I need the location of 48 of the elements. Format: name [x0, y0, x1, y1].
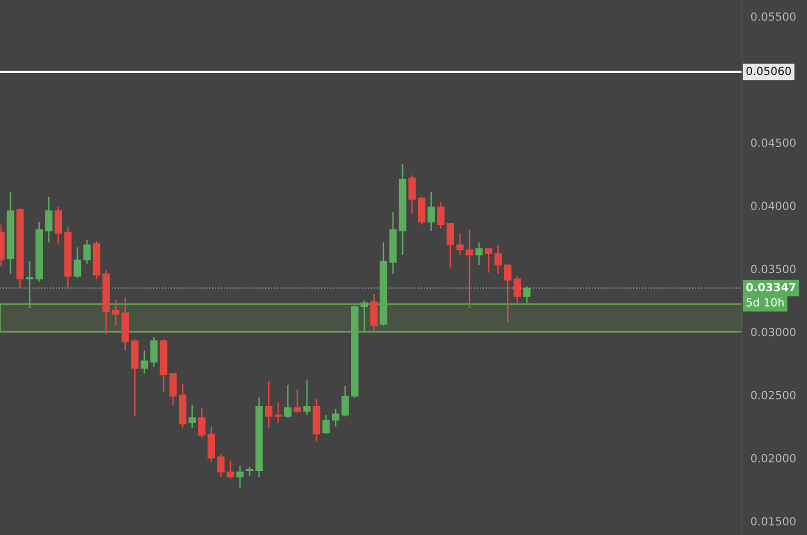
candlestick: [494, 244, 502, 275]
candlestick: [341, 385, 349, 418]
candlestick: [217, 454, 225, 478]
candlestick: [169, 372, 177, 406]
candlestick: [466, 228, 474, 309]
ref-line-label: 0.05060: [746, 66, 791, 76]
candlestick: [140, 350, 148, 374]
y-tick-label: 0.02000: [751, 454, 796, 462]
y-tick-label: 0.01500: [751, 517, 796, 526]
candlestick: [475, 242, 483, 266]
candlestick: [408, 174, 416, 214]
y-tick-label: 0.05500: [751, 12, 796, 21]
candlestick: [74, 246, 82, 278]
candlestick: [26, 260, 34, 309]
candlestick: [456, 232, 464, 256]
candlestick: [484, 248, 492, 274]
text: 5d 10h: [746, 298, 784, 307]
candlestick: [198, 406, 206, 439]
candlestick: [370, 293, 378, 333]
candlestick: [446, 222, 454, 268]
candlestick: [284, 384, 292, 418]
candlestick: [418, 196, 426, 226]
ref-line-label: 0.03347: [746, 282, 796, 292]
candlestick: [236, 464, 244, 490]
candlestick: [83, 239, 91, 264]
candlestick: [226, 460, 234, 479]
candlestick: [322, 414, 330, 435]
candlestick: [514, 276, 521, 305]
candlestick: [523, 286, 531, 304]
candlestick: [360, 300, 368, 333]
y-tick-label: 0.04000: [751, 202, 796, 210]
candlestick: [294, 389, 302, 414]
y-tick-label: 0.03500: [751, 264, 796, 274]
y-tick-label: 0.03000: [751, 328, 796, 336]
candlestick: [264, 380, 272, 428]
candlestick: [208, 426, 216, 463]
y-tick-label: 0.02500: [751, 390, 796, 400]
candlestick: [303, 379, 311, 416]
candlestick: [188, 404, 196, 428]
candlestick: [504, 264, 512, 324]
candlestick: [150, 336, 158, 368]
candlestick: [112, 300, 120, 326]
candlestick: [428, 191, 435, 232]
candlestick: [54, 206, 62, 244]
candlestick: [437, 201, 444, 230]
candlestick: [332, 408, 340, 428]
candlestick: [45, 196, 52, 243]
y-tick-label: 0.04500: [751, 138, 796, 147]
